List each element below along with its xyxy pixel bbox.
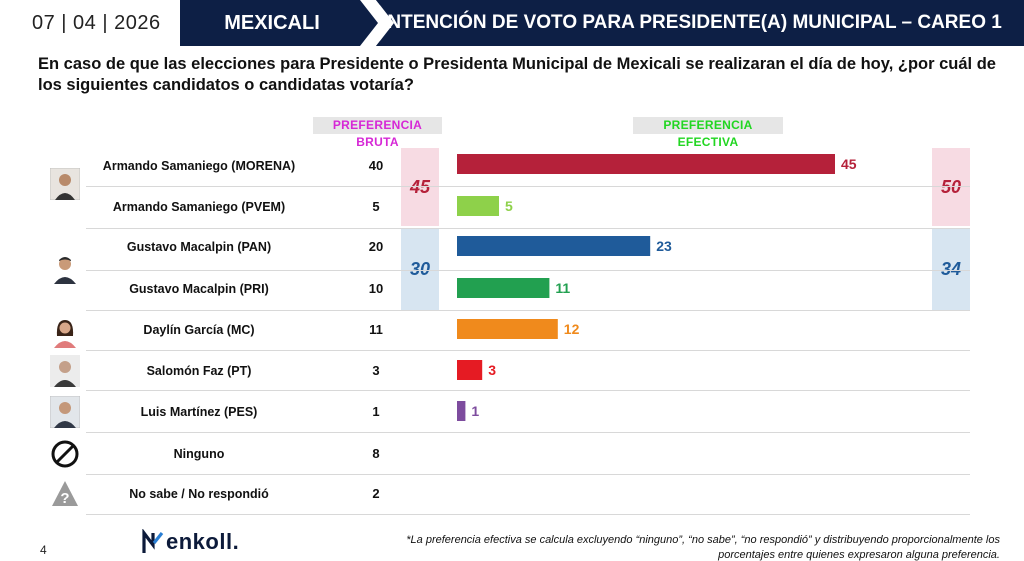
row-divider [86, 350, 970, 351]
efectiva-bar [457, 360, 483, 380]
page-title: INTENCIÓN DE VOTO PARA PRESIDENTE(A) MUN… [382, 12, 1002, 33]
efectiva-bar-label: 23 [656, 238, 672, 254]
candidate-label: Daylín García (MC) [143, 323, 255, 337]
header-preferencia-efectiva: PREFERENCIA EFECTIVA [633, 117, 783, 149]
efectiva-bar [457, 236, 651, 256]
header-background [180, 0, 1024, 46]
efectiva-bar [457, 319, 558, 339]
ninguno-icon [51, 440, 79, 468]
efectiva-bar [457, 154, 835, 174]
group-bruta-total-2: 30 [401, 228, 439, 310]
group-efectiva-total-1: 50 [932, 148, 970, 226]
city-label: MEXICALI [224, 12, 320, 34]
efectiva-bar [457, 401, 466, 421]
row-divider [86, 514, 970, 515]
candidate-label: Salomón Faz (PT) [146, 364, 252, 378]
row-divider [86, 228, 970, 229]
candidate-label: Gustavo Macalpin (PAN) [126, 240, 272, 254]
candidate-photo-garcia [50, 316, 80, 348]
bruta-value: 5 [372, 199, 380, 214]
candidate-label: Armando Samaniego (PVEM) [112, 200, 286, 214]
candidate-label: Armando Samaniego (MORENA) [102, 159, 296, 173]
row-divider [86, 432, 970, 433]
svg-text:?: ? [60, 490, 69, 507]
footnote: *La preferencia efectiva se calcula excl… [406, 534, 1000, 561]
efectiva-bar-label: 12 [564, 321, 580, 337]
survey-question: En caso de que las elecciones para Presi… [38, 55, 996, 94]
bruta-value: 10 [368, 281, 384, 296]
candidate-label: Gustavo Macalpin (PRI) [129, 282, 269, 296]
efectiva-bar [457, 196, 499, 216]
bruta-value: 3 [372, 363, 380, 378]
bruta-value: 1 [372, 404, 380, 419]
enkoll-logo: enkoll. [142, 526, 239, 558]
bruta-value: 8 [372, 446, 380, 461]
candidate-photo-martinez [50, 396, 80, 428]
bruta-value: 20 [368, 239, 384, 254]
efectiva-bar [457, 278, 550, 298]
candidate-photo-faz [50, 355, 80, 387]
candidate-photo-macalpin [50, 252, 80, 284]
bruta-value: 40 [368, 158, 384, 173]
candidate-label: No sabe / No respondió [129, 487, 269, 501]
group-bruta-total-1: 45 [401, 148, 439, 226]
candidate-label: Ninguno [173, 447, 225, 461]
preferencia-efectiva-chart: 45 5 23 11 12 3 1 [457, 154, 857, 421]
enkoll-logo-text: enkoll. [166, 529, 240, 554]
group-efectiva-total-2: 34 [932, 228, 970, 310]
header-preferencia-bruta: PREFERENCIA BRUTA [313, 117, 442, 149]
candidate-label: Luis Martínez (PES) [140, 405, 258, 419]
row-divider [86, 270, 970, 271]
row-divider [86, 390, 970, 391]
efectiva-bar-label: 1 [471, 403, 479, 419]
efectiva-bar-label: 5 [505, 198, 513, 214]
header-bar: 07 | 04 | 2026 MEXICALI INTENCIÓN DE VOT… [0, 0, 1024, 46]
bruta-value: 11 [369, 322, 383, 337]
row-divider [86, 310, 970, 311]
efectiva-bar-label: 11 [555, 280, 570, 296]
report-date: 07 | 04 | 2026 [0, 0, 180, 46]
page-number: 4 [40, 543, 47, 557]
row-divider [86, 474, 970, 475]
bruta-value: 2 [372, 486, 380, 501]
candidate-photo-samaniego [50, 168, 80, 200]
question-warning-icon: ? [52, 481, 78, 507]
row-divider [86, 186, 970, 187]
efectiva-bar-label: 45 [841, 156, 857, 172]
efectiva-bar-label: 3 [488, 362, 496, 378]
enkoll-logo-icon [142, 529, 164, 553]
